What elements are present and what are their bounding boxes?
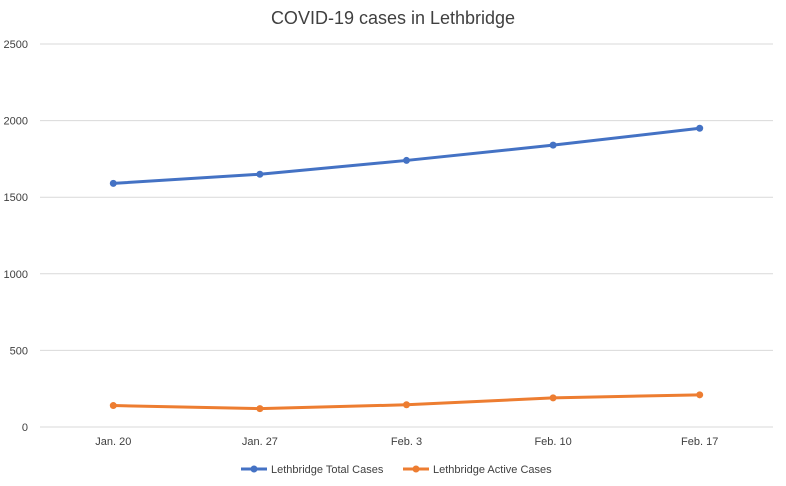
data-point (403, 156, 410, 164)
data-point (403, 401, 410, 409)
data-point (109, 179, 117, 187)
data-point (696, 391, 704, 399)
series-line (111, 126, 702, 185)
legend-swatch-marker (250, 465, 258, 473)
data-point (256, 405, 264, 413)
x-tick-label: Feb. 10 (534, 436, 571, 448)
y-tick-label: 0 (22, 422, 28, 434)
legend-label: Lethbridge Active Cases (433, 464, 552, 476)
legend: Lethbridge Total Cases Lethbridge Active … (241, 464, 552, 476)
series-lines (109, 124, 704, 413)
data-point (696, 124, 704, 132)
y-tick-label: 1000 (4, 269, 28, 281)
y-tick-label: 2500 (4, 39, 28, 51)
x-tick-label: Feb. 3 (391, 436, 422, 448)
data-point (109, 402, 117, 410)
y-axis-tick-labels: 0 500 1000 1500 2000 2500 (4, 39, 28, 434)
legend-swatch-marker (412, 465, 420, 473)
x-tick-label: Jan. 20 (95, 436, 131, 448)
x-axis-tick-labels: Jan. 20 Jan. 27 Feb. 3 Feb. 10 Feb. 17 (95, 436, 718, 448)
x-tick-label: Jan. 27 (242, 436, 278, 448)
y-tick-label: 500 (10, 345, 28, 357)
legend-item: Lethbridge Total Cases (241, 464, 384, 476)
data-point (256, 170, 264, 178)
x-tick-label: Feb. 17 (681, 436, 718, 448)
series-2 (109, 391, 704, 413)
series-1 (109, 124, 704, 187)
data-point (549, 141, 557, 149)
y-tick-label: 1500 (4, 192, 28, 204)
gridlines (40, 43, 773, 428)
chart-title: COVID-19 cases in Lethbridge (271, 8, 515, 28)
legend-item: Lethbridge Active Cases (403, 464, 552, 476)
data-point (549, 394, 557, 402)
legend-label: Lethbridge Total Cases (271, 464, 384, 476)
y-tick-label: 2000 (4, 116, 28, 128)
